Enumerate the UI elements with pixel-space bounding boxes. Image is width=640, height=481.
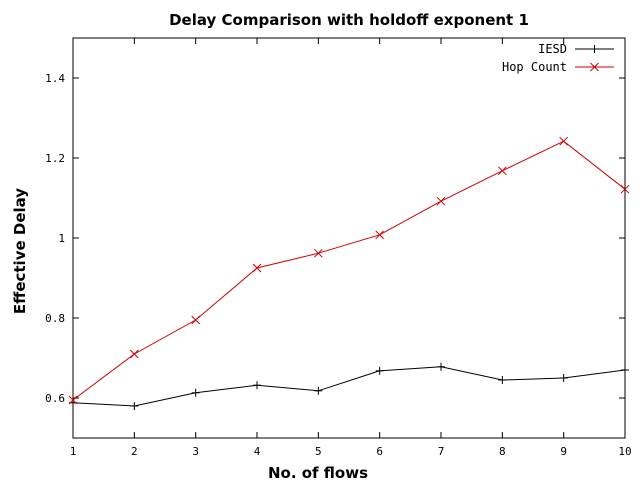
data-point-hop-count-d2 — [252, 263, 262, 273]
chart-title: Delay Comparison with holdoff exponent 1 — [169, 11, 529, 29]
data-point-hop-count — [191, 315, 201, 325]
legend-marker-hop-count-d2 — [590, 62, 599, 72]
data-point-iesd — [437, 362, 445, 371]
data-point-iesd — [498, 376, 507, 384]
x-axis-label: No. of flows — [268, 464, 368, 481]
data-point-hop-count-d2 — [559, 136, 569, 146]
y-tick-label: 0.6 — [45, 392, 65, 405]
data-point-hop-count — [436, 196, 446, 206]
data-point-hop-count — [559, 136, 569, 146]
x-tick-label: 1 — [70, 445, 77, 458]
x-tick-label: 3 — [192, 445, 199, 458]
data-point-hop-count — [129, 349, 139, 359]
data-point-hop-count — [68, 395, 78, 405]
y-axis-label: Effective Delay — [11, 188, 29, 314]
data-point-hop-count-d2 — [129, 349, 139, 359]
data-point-hop-count — [252, 263, 262, 273]
data-point-hop-count-d2 — [375, 230, 385, 240]
legend-label-iesd: IESD — [538, 42, 567, 56]
y-tick-label: 1.2 — [45, 152, 65, 165]
x-tick-label: 2 — [131, 445, 138, 458]
x-tick-label: 8 — [499, 445, 506, 458]
data-point-iesd — [375, 366, 384, 375]
data-point-hop-count — [375, 230, 385, 240]
data-point-hop-count-d2 — [68, 395, 78, 405]
data-point-iesd — [191, 388, 200, 397]
data-point-iesd — [130, 402, 139, 410]
data-point-hop-count-d2 — [191, 315, 201, 325]
series-layer — [68, 136, 630, 410]
data-point-iesd — [559, 374, 568, 382]
data-point-hop-count — [620, 184, 630, 194]
data-point-hop-count-d2 — [313, 248, 323, 258]
data-point-hop-count — [313, 248, 323, 258]
y-tick-label: 1.4 — [45, 72, 65, 85]
legend-marker-iesd — [590, 45, 599, 53]
data-point-hop-count-d2 — [436, 196, 446, 206]
data-point-hop-count-d2 — [497, 166, 507, 176]
ticks-layer: 1 2 3 4 5 6 7 8 9 10 0.6 0.8 1 1.2 1.4 — [45, 38, 632, 458]
x-tick-label: 9 — [560, 445, 567, 458]
y-tick-label: 0.8 — [45, 312, 65, 325]
data-point-iesd — [621, 366, 629, 374]
plot-frame — [72, 37, 626, 439]
data-point-iesd — [314, 386, 323, 395]
data-point-hop-count — [497, 166, 507, 176]
legend-label-hop-count: Hop Count — [502, 60, 567, 74]
x-tick-label: 6 — [376, 445, 383, 458]
x-tick-label: 7 — [438, 445, 445, 458]
x-tick-label: 5 — [315, 445, 322, 458]
series-line-iesd — [72, 366, 626, 407]
data-point-iesd — [253, 381, 261, 390]
x-tick-label: 4 — [254, 445, 261, 458]
legend-marker-hop-count — [590, 62, 599, 72]
y-tick-label: 1 — [58, 232, 65, 245]
series-line-hop-count — [72, 140, 626, 401]
data-point-hop-count-d2 — [620, 184, 630, 194]
legend: IESD Hop Count — [502, 42, 614, 74]
x-tick-label: 10 — [618, 445, 631, 458]
